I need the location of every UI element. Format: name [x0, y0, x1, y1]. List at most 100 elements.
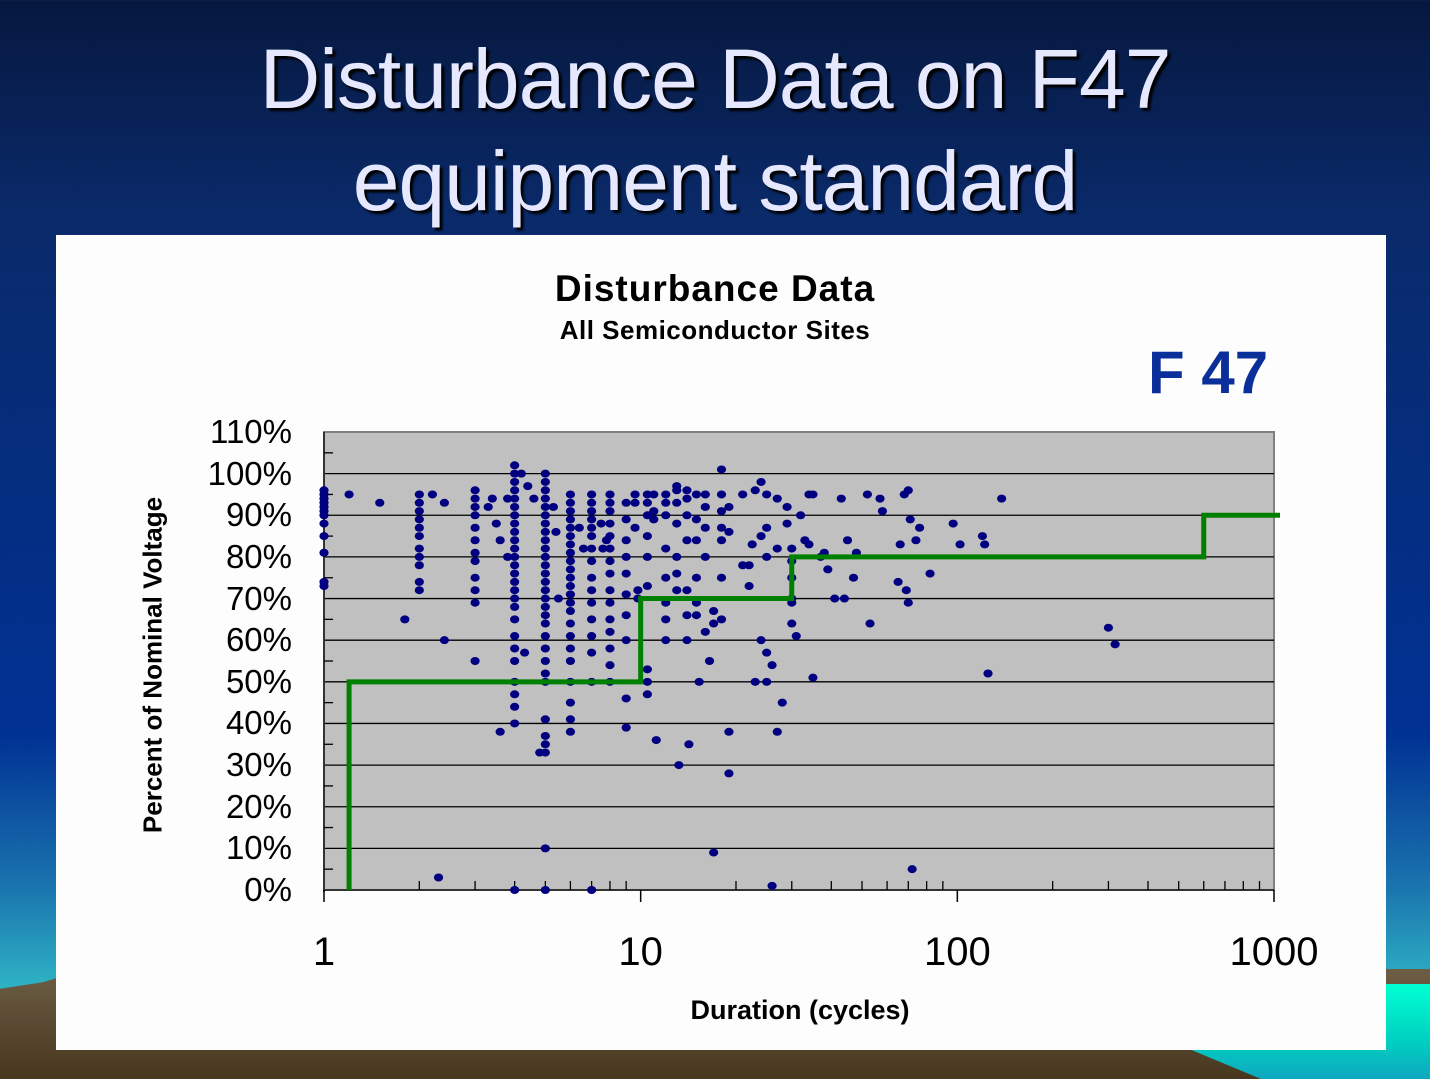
- data-point: [510, 486, 520, 495]
- data-point: [911, 536, 921, 545]
- data-point: [439, 498, 450, 507]
- data-point: [744, 561, 754, 570]
- data-point: [587, 632, 597, 641]
- data-point: [700, 490, 710, 499]
- data-point: [510, 494, 520, 503]
- data-point: [565, 523, 576, 532]
- data-point: [565, 619, 576, 628]
- data-point: [682, 511, 692, 520]
- data-point: [510, 644, 520, 653]
- data-point: [691, 490, 702, 499]
- data-point: [980, 540, 990, 549]
- data-point: [642, 690, 652, 699]
- data-point: [672, 586, 682, 595]
- data-point: [694, 677, 704, 686]
- data-point: [414, 498, 424, 507]
- data-point: [319, 582, 329, 591]
- x-axis-label: Duration (cycles): [690, 995, 910, 1025]
- data-point: [848, 573, 859, 582]
- data-point: [565, 657, 576, 665]
- data-point: [510, 552, 520, 561]
- data-point: [605, 498, 615, 507]
- data-point: [605, 490, 615, 499]
- data-point: [682, 486, 692, 495]
- data-point: [491, 519, 501, 528]
- data-point: [375, 498, 385, 507]
- y-tick-label: 30%: [225, 746, 292, 784]
- data-point: [642, 532, 652, 541]
- data-point: [1110, 640, 1120, 649]
- data-point: [551, 527, 561, 536]
- data-point: [565, 515, 576, 524]
- data-point: [319, 519, 329, 528]
- data-point: [839, 594, 850, 603]
- data-point: [672, 569, 682, 578]
- data-point: [605, 519, 615, 528]
- data-point: [540, 544, 550, 553]
- data-point: [565, 607, 576, 616]
- data-point: [605, 569, 615, 578]
- data-point: [642, 552, 652, 561]
- data-point: [470, 598, 480, 607]
- y-tick-label: 50%: [225, 662, 292, 700]
- slide-title-line-1: Disturbance Data on F47: [259, 32, 1172, 126]
- data-point: [661, 498, 671, 507]
- data-point: [901, 586, 911, 595]
- data-point: [651, 736, 661, 745]
- data-point: [716, 507, 727, 516]
- x-tick-label: 100: [923, 930, 991, 974]
- data-point: [709, 619, 719, 628]
- data-point: [470, 523, 480, 532]
- data-point: [796, 511, 806, 520]
- data-point: [565, 590, 576, 599]
- data-point: [344, 490, 354, 499]
- data-point: [691, 536, 702, 545]
- data-point: [756, 532, 766, 541]
- y-tick-label: 70%: [225, 579, 292, 617]
- data-point: [700, 523, 710, 532]
- data-point: [772, 727, 782, 736]
- data-point: [621, 515, 631, 524]
- data-point: [605, 598, 615, 607]
- data-point: [487, 494, 497, 503]
- data-point: [621, 569, 631, 578]
- data-point: [893, 577, 903, 586]
- data-point: [510, 886, 520, 894]
- data-point: [414, 523, 424, 532]
- data-point: [642, 490, 652, 499]
- data-point: [510, 594, 520, 603]
- data-point: [470, 657, 480, 665]
- data-point: [762, 490, 772, 499]
- data-point: [540, 469, 550, 478]
- data-point: [565, 582, 576, 591]
- data-point: [649, 507, 659, 516]
- data-point: [483, 502, 493, 511]
- data-point: [495, 727, 505, 736]
- data-point: [587, 532, 597, 541]
- data-point: [661, 636, 671, 645]
- data-point: [587, 598, 597, 607]
- data-point: [587, 586, 597, 595]
- data-point: [510, 461, 520, 470]
- data-point: [862, 490, 873, 499]
- disturbance-points: [319, 461, 1120, 894]
- data-point: [895, 540, 905, 549]
- data-point: [414, 544, 424, 553]
- data-point: [605, 586, 615, 595]
- data-point: [510, 719, 520, 728]
- data-point: [661, 544, 671, 553]
- data-point: [540, 602, 550, 611]
- data-point: [787, 544, 797, 553]
- data-point: [414, 515, 424, 524]
- data-point: [510, 477, 520, 486]
- data-point: [621, 694, 631, 703]
- data-point: [830, 594, 840, 603]
- data-point: [672, 486, 682, 495]
- data-point: [955, 540, 965, 549]
- data-point: [565, 507, 576, 516]
- data-point: [709, 848, 719, 857]
- data-point: [762, 648, 772, 657]
- data-point: [565, 698, 576, 707]
- data-point: [724, 527, 734, 536]
- data-point: [642, 665, 652, 674]
